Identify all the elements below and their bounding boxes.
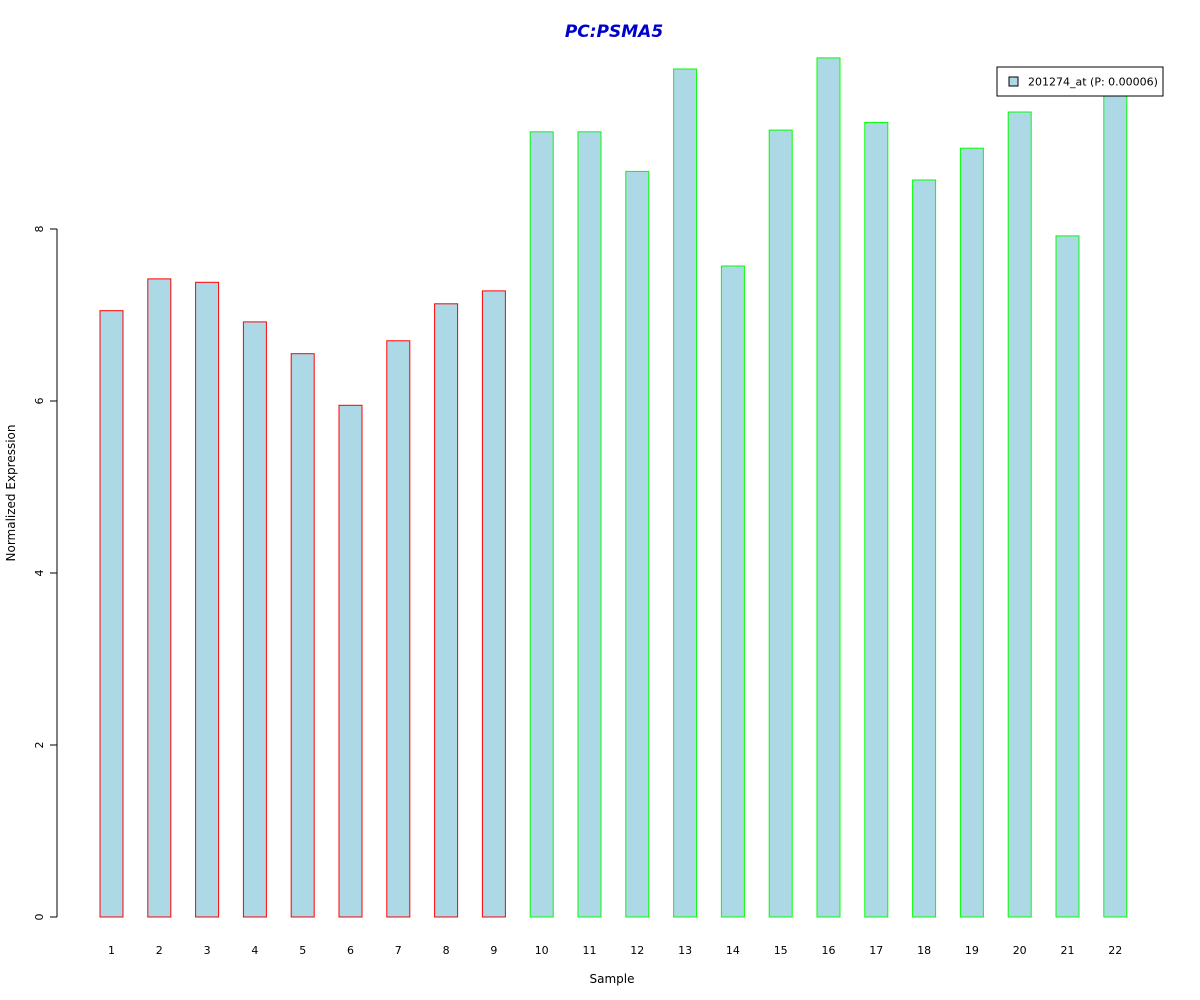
- x-tick-label: 4: [251, 944, 258, 957]
- x-tick-label: 9: [490, 944, 497, 957]
- x-tick-label: 21: [1061, 944, 1075, 957]
- y-tick-label: 8: [33, 226, 46, 233]
- bar: [195, 281, 220, 918]
- x-tick-labels: 1 2 3 4 5 6 7 8 9 10 11 12 13 14 15 16 17 18 19 20 21 22: [108, 944, 1122, 957]
- chart-title: PC:PSMA5: [565, 22, 663, 42]
- y-tick-label: 2: [33, 742, 46, 749]
- legend-entry: 201274_at (P: 0.00006): [1028, 76, 1158, 89]
- x-tick-label: 22: [1108, 944, 1122, 957]
- x-tick-label: 6: [347, 944, 354, 957]
- bars: [99, 57, 1128, 918]
- x-tick-label: 5: [299, 944, 306, 957]
- y-tick-label: 4: [33, 570, 46, 577]
- x-tick-label: 3: [204, 944, 211, 957]
- x-tick-label: 16: [822, 944, 836, 957]
- x-tick-label: 12: [630, 944, 644, 957]
- bar: [577, 131, 602, 918]
- bar: [673, 68, 698, 918]
- y-tick-label: 6: [33, 398, 46, 405]
- x-tick-label: 18: [917, 944, 931, 957]
- bar: [99, 310, 124, 918]
- y-axis: 0 2 4 6 8: [33, 226, 58, 921]
- x-tick-label: 1: [108, 944, 115, 957]
- x-tick-label: 17: [869, 944, 883, 957]
- x-tick-label: 20: [1013, 944, 1027, 957]
- bar: [290, 353, 315, 918]
- x-tick-label: 15: [774, 944, 788, 957]
- bar: [338, 404, 363, 918]
- y-axis-label: Normalized Expression: [4, 424, 18, 561]
- x-tick-label: 14: [726, 944, 740, 957]
- bar: [386, 340, 411, 918]
- x-tick-label: 13: [678, 944, 692, 957]
- bar: [1007, 111, 1032, 918]
- bar: [1055, 235, 1080, 918]
- bar: [768, 129, 793, 918]
- bar: [912, 179, 937, 918]
- x-axis-label: Sample: [590, 972, 635, 986]
- x-tick-label: 19: [965, 944, 979, 957]
- bar: [816, 57, 841, 918]
- legend: 201274_at (P: 0.00006): [996, 66, 1164, 97]
- bar: [434, 303, 459, 918]
- x-tick-label: 2: [156, 944, 163, 957]
- bar: [1103, 94, 1128, 918]
- x-tick-label: 7: [395, 944, 402, 957]
- bar: [625, 170, 650, 918]
- x-tick-label: 10: [535, 944, 549, 957]
- legend-box: [996, 66, 1164, 97]
- bar: [242, 321, 267, 918]
- bar: [147, 278, 172, 918]
- bar: [481, 290, 506, 918]
- bar: [959, 147, 984, 918]
- bar: [864, 121, 889, 918]
- x-tick-label: 8: [443, 944, 450, 957]
- bar: [720, 265, 745, 918]
- x-tick-label: 11: [583, 944, 597, 957]
- bar: [529, 131, 554, 918]
- legend-swatch: [1008, 76, 1019, 87]
- y-tick-label: 0: [33, 914, 46, 921]
